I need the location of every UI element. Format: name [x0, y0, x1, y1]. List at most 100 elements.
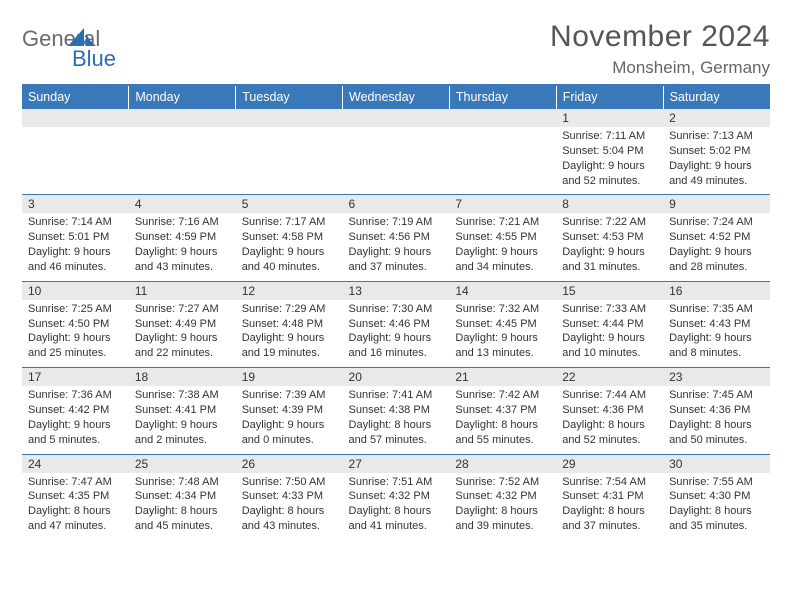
daylight-line: Daylight: 8 hours and 43 minutes. [242, 504, 337, 534]
sunrise-line: Sunrise: 7:54 AM [562, 475, 657, 490]
daylight-line: Daylight: 8 hours and 45 minutes. [135, 504, 230, 534]
day-detail-cell: Sunrise: 7:54 AMSunset: 4:31 PMDaylight:… [556, 473, 663, 540]
day-number-cell: 12 [236, 281, 343, 300]
day-detail-cell: Sunrise: 7:29 AMSunset: 4:48 PMDaylight:… [236, 300, 343, 368]
daylight-line: Daylight: 8 hours and 55 minutes. [455, 418, 550, 448]
daylight-line: Daylight: 9 hours and 52 minutes. [562, 159, 657, 189]
day-detail-cell: Sunrise: 7:21 AMSunset: 4:55 PMDaylight:… [449, 213, 556, 281]
sunset-line: Sunset: 4:34 PM [135, 489, 230, 504]
daylight-line: Daylight: 8 hours and 47 minutes. [28, 504, 123, 534]
day-number-cell: 8 [556, 195, 663, 214]
day-detail-cell [236, 127, 343, 195]
day-detail-cell: Sunrise: 7:19 AMSunset: 4:56 PMDaylight:… [343, 213, 450, 281]
day-number-cell [449, 109, 556, 128]
day-number-cell: 26 [236, 454, 343, 473]
day-detail-cell: Sunrise: 7:25 AMSunset: 4:50 PMDaylight:… [22, 300, 129, 368]
daylight-line: Daylight: 9 hours and 0 minutes. [242, 418, 337, 448]
sunrise-line: Sunrise: 7:36 AM [28, 388, 123, 403]
weekday-header-row: SundayMondayTuesdayWednesdayThursdayFrid… [22, 86, 770, 109]
day-detail-cell [129, 127, 236, 195]
sunset-line: Sunset: 4:41 PM [135, 403, 230, 418]
sunrise-line: Sunrise: 7:22 AM [562, 215, 657, 230]
sunrise-line: Sunrise: 7:16 AM [135, 215, 230, 230]
sunrise-line: Sunrise: 7:14 AM [28, 215, 123, 230]
sunrise-line: Sunrise: 7:48 AM [135, 475, 230, 490]
sunset-line: Sunset: 4:50 PM [28, 317, 123, 332]
sunset-line: Sunset: 4:31 PM [562, 489, 657, 504]
sunset-line: Sunset: 4:30 PM [669, 489, 764, 504]
daylight-line: Daylight: 9 hours and 25 minutes. [28, 331, 123, 361]
sunset-line: Sunset: 4:56 PM [349, 230, 444, 245]
day-detail-cell: Sunrise: 7:36 AMSunset: 4:42 PMDaylight:… [22, 386, 129, 454]
sunset-line: Sunset: 4:42 PM [28, 403, 123, 418]
daylight-line: Daylight: 8 hours and 57 minutes. [349, 418, 444, 448]
day-detail-cell: Sunrise: 7:52 AMSunset: 4:32 PMDaylight:… [449, 473, 556, 540]
day-detail-cell [449, 127, 556, 195]
sunrise-line: Sunrise: 7:52 AM [455, 475, 550, 490]
sunset-line: Sunset: 4:33 PM [242, 489, 337, 504]
day-number-cell: 20 [343, 368, 450, 387]
day-number-cell: 29 [556, 454, 663, 473]
weekday-header: Saturday [663, 86, 770, 109]
weekday-header: Tuesday [236, 86, 343, 109]
sunset-line: Sunset: 4:43 PM [669, 317, 764, 332]
sunset-line: Sunset: 4:49 PM [135, 317, 230, 332]
daynum-row: 10111213141516 [22, 281, 770, 300]
daylight-line: Daylight: 8 hours and 39 minutes. [455, 504, 550, 534]
sunrise-line: Sunrise: 7:13 AM [669, 129, 764, 144]
sunset-line: Sunset: 4:46 PM [349, 317, 444, 332]
sunset-line: Sunset: 4:32 PM [349, 489, 444, 504]
daylight-line: Daylight: 9 hours and 34 minutes. [455, 245, 550, 275]
day-number-cell: 14 [449, 281, 556, 300]
day-detail-cell: Sunrise: 7:38 AMSunset: 4:41 PMDaylight:… [129, 386, 236, 454]
day-detail-cell: Sunrise: 7:32 AMSunset: 4:45 PMDaylight:… [449, 300, 556, 368]
sunrise-line: Sunrise: 7:33 AM [562, 302, 657, 317]
sunrise-line: Sunrise: 7:19 AM [349, 215, 444, 230]
day-number-cell [236, 109, 343, 128]
daylight-line: Daylight: 8 hours and 50 minutes. [669, 418, 764, 448]
day-number-cell: 28 [449, 454, 556, 473]
day-detail-cell: Sunrise: 7:51 AMSunset: 4:32 PMDaylight:… [343, 473, 450, 540]
daynum-row: 3456789 [22, 195, 770, 214]
daylight-line: Daylight: 9 hours and 37 minutes. [349, 245, 444, 275]
day-detail-cell: Sunrise: 7:39 AMSunset: 4:39 PMDaylight:… [236, 386, 343, 454]
detail-row: Sunrise: 7:14 AMSunset: 5:01 PMDaylight:… [22, 213, 770, 281]
sunset-line: Sunset: 5:02 PM [669, 144, 764, 159]
sunrise-line: Sunrise: 7:17 AM [242, 215, 337, 230]
daylight-line: Daylight: 8 hours and 35 minutes. [669, 504, 764, 534]
day-number-cell: 9 [663, 195, 770, 214]
day-detail-cell: Sunrise: 7:24 AMSunset: 4:52 PMDaylight:… [663, 213, 770, 281]
daylight-line: Daylight: 8 hours and 41 minutes. [349, 504, 444, 534]
day-number-cell: 17 [22, 368, 129, 387]
month-title: November 2024 [550, 20, 770, 54]
daylight-line: Daylight: 9 hours and 2 minutes. [135, 418, 230, 448]
day-number-cell: 4 [129, 195, 236, 214]
brand-logo: General Blue [22, 26, 130, 78]
sunset-line: Sunset: 4:59 PM [135, 230, 230, 245]
day-number-cell [22, 109, 129, 128]
daylight-line: Daylight: 9 hours and 5 minutes. [28, 418, 123, 448]
day-detail-cell [343, 127, 450, 195]
day-number-cell: 21 [449, 368, 556, 387]
sunset-line: Sunset: 4:55 PM [455, 230, 550, 245]
day-number-cell [343, 109, 450, 128]
day-number-cell: 2 [663, 109, 770, 128]
sunset-line: Sunset: 4:38 PM [349, 403, 444, 418]
sunrise-line: Sunrise: 7:44 AM [562, 388, 657, 403]
sunset-line: Sunset: 4:39 PM [242, 403, 337, 418]
sunrise-line: Sunrise: 7:30 AM [349, 302, 444, 317]
daynum-row: 12 [22, 109, 770, 128]
sunrise-line: Sunrise: 7:29 AM [242, 302, 337, 317]
daylight-line: Daylight: 9 hours and 19 minutes. [242, 331, 337, 361]
sunset-line: Sunset: 4:58 PM [242, 230, 337, 245]
daylight-line: Daylight: 8 hours and 52 minutes. [562, 418, 657, 448]
sunset-line: Sunset: 4:37 PM [455, 403, 550, 418]
sunset-line: Sunset: 4:44 PM [562, 317, 657, 332]
day-number-cell: 7 [449, 195, 556, 214]
day-number-cell: 24 [22, 454, 129, 473]
day-detail-cell: Sunrise: 7:45 AMSunset: 4:36 PMDaylight:… [663, 386, 770, 454]
location: Monsheim, Germany [550, 58, 770, 78]
daylight-line: Daylight: 9 hours and 8 minutes. [669, 331, 764, 361]
weekday-header: Sunday [22, 86, 129, 109]
day-detail-cell: Sunrise: 7:27 AMSunset: 4:49 PMDaylight:… [129, 300, 236, 368]
